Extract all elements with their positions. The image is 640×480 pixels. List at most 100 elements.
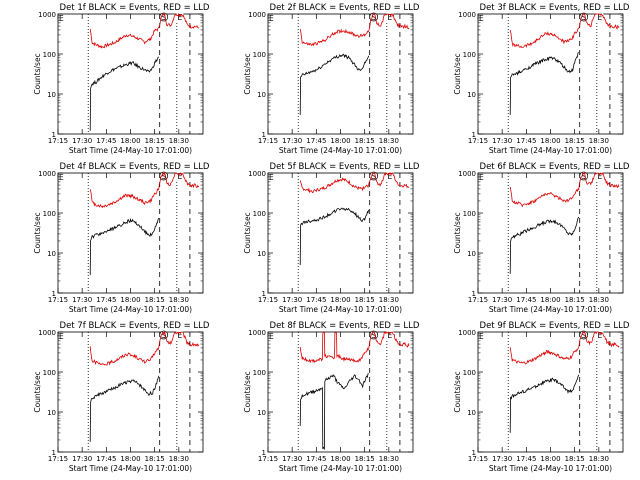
x-tick-label: 18:00 xyxy=(540,137,560,145)
end-marker-box xyxy=(386,13,394,21)
y-tick-label: 10 xyxy=(257,409,266,417)
x-tick-label: 17:30 xyxy=(72,296,92,304)
x-tick-label: 18:00 xyxy=(330,137,350,145)
y-axis-label: Counts/sec xyxy=(243,53,252,94)
events-series-line xyxy=(509,216,580,274)
y-tick-label: 1 xyxy=(472,449,476,457)
x-tick-label: 17:30 xyxy=(492,296,512,304)
lld-series-line xyxy=(509,13,620,48)
start-marker-label: S xyxy=(161,331,166,340)
y-tick-label: 1000 xyxy=(38,329,56,337)
end-marker-box xyxy=(596,13,604,21)
x-tick-label: 17:45 xyxy=(96,137,116,145)
events-series-line xyxy=(299,53,370,115)
panel-corner-label: E xyxy=(269,332,274,341)
chart-title: Det 4f BLACK = Events, RED = LLD xyxy=(60,162,210,172)
start-marker-label: S xyxy=(581,172,586,181)
x-tick-label: 18:30 xyxy=(379,137,399,145)
y-axis-label: Counts/sec xyxy=(33,53,42,94)
x-axis-label: Start Time (24-May-10 17:01:00) xyxy=(279,305,402,314)
end-marker-box xyxy=(176,331,184,339)
y-tick-label: 1000 xyxy=(38,170,56,178)
chart-panel-7: Det 7f BLACK = Events, RED = LLD 1 10 100 10… xyxy=(33,321,210,473)
y-axis-label: Counts/sec xyxy=(243,371,252,412)
panel-corner-label: E xyxy=(269,173,274,182)
x-tick-label: 17:15 xyxy=(258,455,278,463)
chart-panel-5: Det 5f BLACK = Events, RED = LLD 1 10 100 10… xyxy=(243,162,420,314)
end-marker-label: E xyxy=(177,172,182,181)
panel-corner-label: E xyxy=(479,332,484,341)
y-tick-label: 10 xyxy=(257,91,266,99)
panel-corner-label: E xyxy=(479,14,484,23)
chart-title: Det 5f BLACK = Events, RED = LLD xyxy=(270,162,420,172)
x-tick-label: 17:30 xyxy=(492,455,512,463)
lld-series-line xyxy=(299,13,410,47)
end-marker-label: E xyxy=(387,331,392,340)
chart-title: Det 1f BLACK = Events, RED = LLD xyxy=(60,3,210,13)
y-tick-label: 1000 xyxy=(248,329,266,337)
panel-corner-label: E xyxy=(59,173,64,182)
x-tick-label: 18:00 xyxy=(540,296,560,304)
y-tick-label: 1000 xyxy=(248,11,266,19)
x-tick-label: 17:30 xyxy=(72,455,92,463)
y-tick-label: 100 xyxy=(253,369,266,377)
end-marker-box xyxy=(596,331,604,339)
x-axis-label: Start Time (24-May-10 17:01:00) xyxy=(279,464,402,473)
end-marker-box xyxy=(176,172,184,180)
start-marker-label: S xyxy=(581,13,586,22)
y-tick-label: 1000 xyxy=(458,11,476,19)
panel-corner-label: E xyxy=(59,332,64,341)
x-tick-label: 18:15 xyxy=(565,296,585,304)
events-series-line xyxy=(509,374,580,433)
end-marker-label: E xyxy=(387,172,392,181)
x-tick-label: 18:00 xyxy=(120,455,140,463)
chart-title: Det 7f BLACK = Events, RED = LLD xyxy=(60,321,210,331)
y-tick-label: 100 xyxy=(463,51,476,59)
y-tick-label: 1 xyxy=(262,131,266,139)
y-tick-label: 1000 xyxy=(458,329,476,337)
x-tick-label: 18:15 xyxy=(355,455,375,463)
end-marker-box xyxy=(386,331,394,339)
end-marker-box xyxy=(596,172,604,180)
y-tick-label: 10 xyxy=(47,91,56,99)
x-tick-label: 18:15 xyxy=(145,296,165,304)
plot-frame xyxy=(57,13,204,135)
chart-title: Det 2f BLACK = Events, RED = LLD xyxy=(270,3,420,13)
x-tick-label: 18:15 xyxy=(565,455,585,463)
chart-panel-9: Det 9f BLACK = Events, RED = LLD 1 10 100 10… xyxy=(453,321,630,473)
end-marker-label: E xyxy=(597,331,602,340)
end-marker-box xyxy=(386,172,394,180)
lld-series-line xyxy=(509,171,620,208)
x-tick-label: 17:45 xyxy=(306,455,326,463)
chart-panel-4: Det 4f BLACK = Events, RED = LLD 1 10 100 10… xyxy=(33,162,210,314)
events-series-line xyxy=(89,56,159,131)
plot-frame xyxy=(477,13,624,135)
panel-corner-label: E xyxy=(479,173,484,182)
end-marker-box xyxy=(176,13,184,21)
lld-series-line xyxy=(299,331,410,364)
start-marker-label: S xyxy=(581,331,586,340)
chart-panel-2: Det 2f BLACK = Events, RED = LLD 1 10 100 10… xyxy=(243,3,420,155)
y-tick-label: 100 xyxy=(43,369,56,377)
y-axis-label: Counts/sec xyxy=(453,371,462,412)
x-tick-label: 18:00 xyxy=(540,455,560,463)
x-tick-label: 17:45 xyxy=(306,137,326,145)
chart-title: Det 9f BLACK = Events, RED = LLD xyxy=(480,321,630,331)
x-axis-label: Start Time (24-May-10 17:01:00) xyxy=(489,146,612,155)
x-tick-label: 17:45 xyxy=(516,455,536,463)
x-tick-label: 17:30 xyxy=(282,137,302,145)
x-tick-label: 18:00 xyxy=(330,455,350,463)
x-tick-label: 17:15 xyxy=(48,137,68,145)
end-marker-label: E xyxy=(597,172,602,181)
y-tick-label: 1 xyxy=(472,290,476,298)
x-axis-label: Start Time (24-May-10 17:01:00) xyxy=(489,305,612,314)
y-tick-label: 10 xyxy=(47,250,56,258)
y-tick-label: 10 xyxy=(467,250,476,258)
x-tick-label: 18:30 xyxy=(379,455,399,463)
events-series-line xyxy=(509,51,579,115)
x-tick-label: 18:30 xyxy=(169,296,189,304)
x-tick-label: 17:15 xyxy=(48,455,68,463)
y-tick-label: 10 xyxy=(257,250,266,258)
x-tick-label: 17:45 xyxy=(96,455,116,463)
